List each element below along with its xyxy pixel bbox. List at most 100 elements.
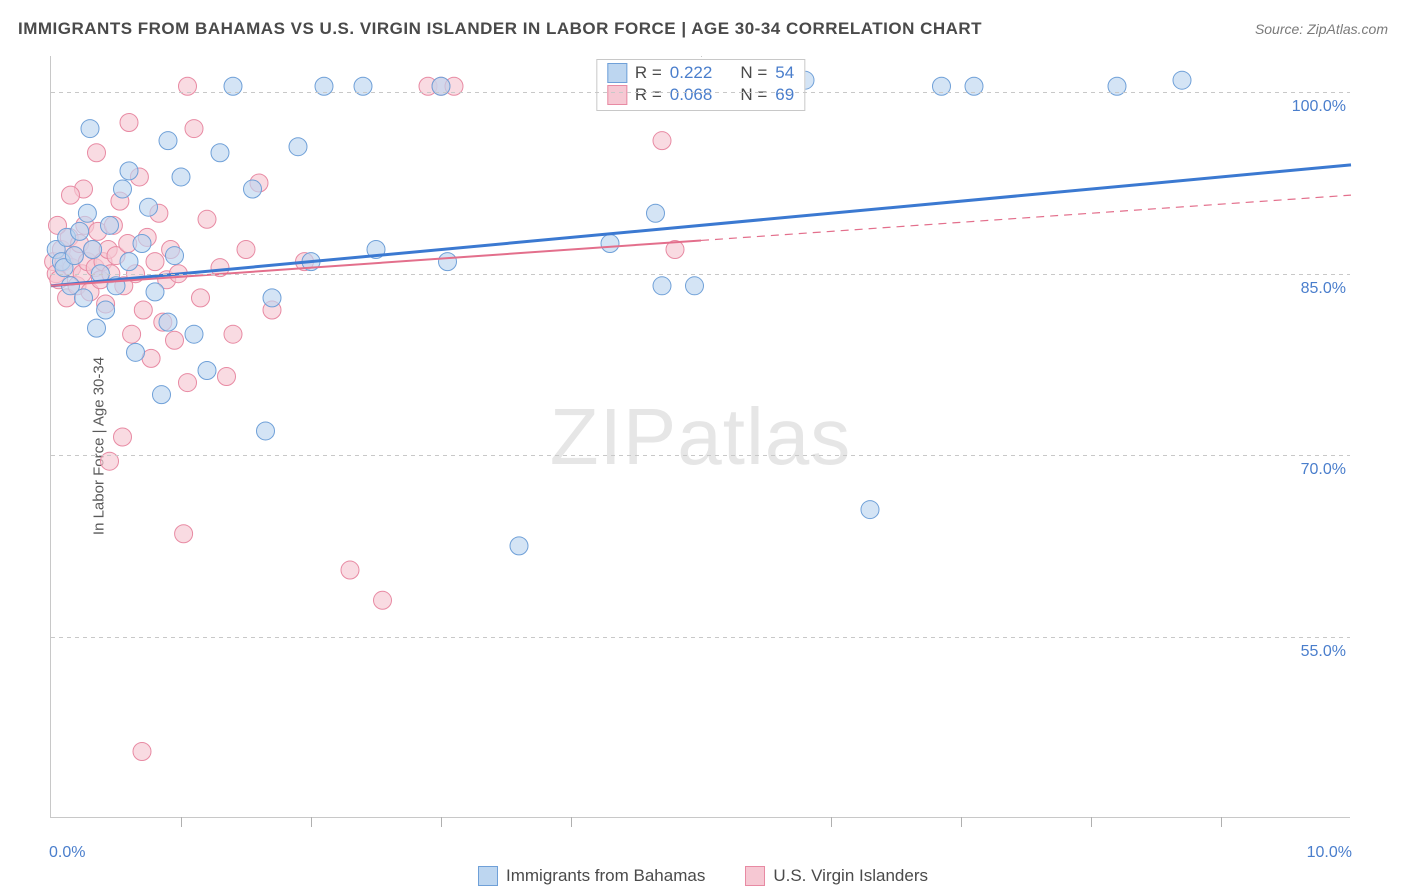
- gridline-h: [51, 637, 1350, 638]
- stat-n-label: N =: [740, 85, 767, 105]
- correlation-stat-box: R = 0.222 N = 54 R = 0.068 N = 69: [596, 59, 805, 111]
- x-tick-label: 10.0%: [1307, 844, 1352, 862]
- scatter-point: [159, 132, 177, 150]
- scatter-point: [75, 289, 93, 307]
- x-tick-label: 0.0%: [49, 844, 85, 862]
- x-tick: [1221, 817, 1222, 827]
- scatter-point: [1173, 71, 1191, 89]
- scatter-point: [175, 525, 193, 543]
- scatter-point: [179, 374, 197, 392]
- scatter-point: [153, 386, 171, 404]
- gridline-h: [51, 455, 1350, 456]
- stat-n-value: 54: [775, 63, 794, 83]
- scatter-point: [78, 204, 96, 222]
- legend-item: U.S. Virgin Islanders: [745, 866, 928, 886]
- scatter-point: [123, 325, 141, 343]
- chart-svg: [51, 56, 1350, 817]
- y-tick-label: 70.0%: [1301, 461, 1346, 479]
- scatter-point: [120, 162, 138, 180]
- scatter-point: [101, 216, 119, 234]
- source-label: Source:: [1255, 21, 1307, 37]
- scatter-point: [237, 241, 255, 259]
- plot-area: ZIPatlas R =0.222N =54R =0.068N =69 55.0…: [50, 56, 1350, 818]
- scatter-point: [120, 114, 138, 132]
- scatter-point: [653, 132, 671, 150]
- y-tick-label: 100.0%: [1292, 98, 1346, 116]
- scatter-point: [218, 368, 236, 386]
- gridline-h: [51, 274, 1350, 275]
- stat-n-label: N =: [740, 63, 767, 83]
- x-tick: [1091, 817, 1092, 827]
- stat-row: R = 0.068 N = 69: [607, 84, 794, 106]
- scatter-point: [244, 180, 262, 198]
- source-credit: Source: ZipAtlas.com: [1255, 21, 1388, 37]
- scatter-point: [185, 325, 203, 343]
- legend-swatch: [745, 866, 765, 886]
- scatter-point: [341, 561, 359, 579]
- gridline-v: [701, 56, 702, 57]
- stat-swatch: [607, 63, 627, 83]
- stat-row: R = 0.222 N = 54: [607, 62, 794, 84]
- stat-swatch: [607, 85, 627, 105]
- scatter-point: [88, 144, 106, 162]
- scatter-point: [198, 361, 216, 379]
- scatter-point: [257, 422, 275, 440]
- scatter-point: [198, 210, 216, 228]
- scatter-point: [140, 198, 158, 216]
- title-bar: IMMIGRANTS FROM BAHAMAS VS U.S. VIRGIN I…: [18, 16, 1388, 42]
- scatter-point: [224, 325, 242, 343]
- scatter-point: [211, 144, 229, 162]
- legend-item: Immigrants from Bahamas: [478, 866, 705, 886]
- scatter-point: [172, 168, 190, 186]
- scatter-point: [439, 253, 457, 271]
- source-name: ZipAtlas.com: [1307, 21, 1388, 37]
- scatter-point: [134, 301, 152, 319]
- scatter-point: [133, 234, 151, 252]
- scatter-point: [185, 120, 203, 138]
- scatter-point: [263, 289, 281, 307]
- scatter-point: [65, 247, 83, 265]
- stat-r-value: 0.222: [670, 63, 713, 83]
- stat-n-value: 69: [775, 85, 794, 105]
- trend-line-extrap: [701, 195, 1351, 240]
- legend-bottom: Immigrants from Bahamas U.S. Virgin Islan…: [478, 866, 928, 886]
- legend-label: Immigrants from Bahamas: [506, 866, 705, 886]
- legend-swatch: [478, 866, 498, 886]
- stat-r-label: R =: [635, 63, 662, 83]
- scatter-point: [146, 253, 164, 271]
- gridline-h: [51, 92, 1350, 93]
- y-tick-label: 85.0%: [1301, 280, 1346, 298]
- scatter-point: [653, 277, 671, 295]
- scatter-point: [374, 591, 392, 609]
- stat-r-value: 0.068: [670, 85, 713, 105]
- scatter-point: [127, 343, 145, 361]
- scatter-point: [88, 319, 106, 337]
- chart-title: IMMIGRANTS FROM BAHAMAS VS U.S. VIRGIN I…: [18, 19, 982, 39]
- scatter-point: [166, 247, 184, 265]
- scatter-point: [62, 186, 80, 204]
- x-tick: [961, 817, 962, 827]
- scatter-point: [166, 331, 184, 349]
- x-tick: [571, 817, 572, 827]
- scatter-point: [114, 428, 132, 446]
- scatter-point: [146, 283, 164, 301]
- scatter-point: [120, 253, 138, 271]
- x-tick: [441, 817, 442, 827]
- x-tick: [831, 817, 832, 827]
- scatter-point: [192, 289, 210, 307]
- stat-r-label: R =: [635, 85, 662, 105]
- scatter-point: [97, 301, 115, 319]
- scatter-point: [601, 234, 619, 252]
- scatter-point: [81, 120, 99, 138]
- scatter-point: [84, 241, 102, 259]
- y-tick-label: 55.0%: [1301, 643, 1346, 661]
- scatter-point: [647, 204, 665, 222]
- scatter-point: [686, 277, 704, 295]
- scatter-point: [133, 742, 151, 760]
- scatter-point: [289, 138, 307, 156]
- scatter-point: [510, 537, 528, 555]
- scatter-point: [861, 501, 879, 519]
- scatter-point: [71, 222, 89, 240]
- scatter-point: [114, 180, 132, 198]
- x-tick: [181, 817, 182, 827]
